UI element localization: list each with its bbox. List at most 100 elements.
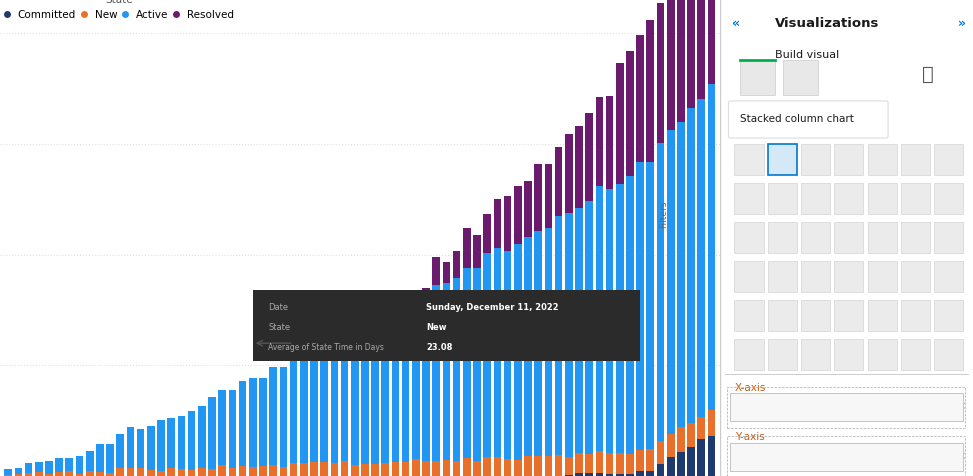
- Text: Stacked column chart: Stacked column chart: [739, 114, 853, 124]
- Text: X-axis: X-axis: [735, 383, 766, 393]
- Bar: [86, 471, 93, 476]
- Bar: [381, 311, 389, 316]
- Bar: [351, 329, 358, 465]
- FancyBboxPatch shape: [868, 222, 897, 253]
- FancyBboxPatch shape: [768, 261, 797, 292]
- FancyBboxPatch shape: [253, 290, 640, 361]
- Bar: [504, 459, 512, 476]
- Bar: [616, 63, 624, 184]
- FancyBboxPatch shape: [901, 300, 930, 331]
- Bar: [96, 472, 104, 476]
- Bar: [158, 420, 164, 471]
- Bar: [412, 291, 419, 300]
- Bar: [412, 300, 419, 459]
- Bar: [595, 451, 603, 473]
- Bar: [320, 347, 328, 462]
- Bar: [707, 84, 715, 410]
- Bar: [586, 473, 593, 476]
- Bar: [565, 134, 572, 213]
- FancyBboxPatch shape: [934, 183, 963, 214]
- Bar: [463, 228, 471, 268]
- FancyBboxPatch shape: [735, 183, 764, 214]
- Bar: [667, 434, 674, 457]
- Bar: [279, 466, 287, 476]
- Bar: [626, 50, 633, 176]
- Bar: [575, 126, 583, 208]
- Bar: [106, 473, 114, 476]
- Text: Average of State Time in Days: Average of State Time in Days: [269, 343, 384, 352]
- Bar: [555, 217, 562, 455]
- Bar: [616, 184, 624, 453]
- Bar: [392, 462, 399, 476]
- Bar: [698, 439, 705, 476]
- Bar: [259, 378, 267, 466]
- Bar: [361, 323, 369, 464]
- FancyBboxPatch shape: [735, 338, 764, 370]
- Bar: [361, 464, 369, 476]
- FancyBboxPatch shape: [934, 300, 963, 331]
- Bar: [372, 464, 378, 476]
- FancyBboxPatch shape: [868, 144, 897, 176]
- Bar: [238, 466, 246, 476]
- Bar: [198, 468, 205, 476]
- Bar: [137, 468, 144, 476]
- FancyBboxPatch shape: [739, 60, 775, 95]
- Bar: [126, 427, 134, 468]
- FancyBboxPatch shape: [868, 300, 897, 331]
- FancyBboxPatch shape: [934, 261, 963, 292]
- Bar: [606, 474, 613, 476]
- Bar: [45, 461, 53, 474]
- FancyBboxPatch shape: [934, 222, 963, 253]
- Bar: [575, 473, 583, 476]
- Bar: [249, 378, 257, 467]
- Bar: [504, 196, 512, 251]
- Bar: [341, 461, 348, 476]
- Bar: [422, 461, 430, 476]
- Bar: [463, 268, 471, 458]
- Bar: [687, 0, 695, 108]
- Bar: [35, 472, 43, 476]
- Bar: [534, 164, 542, 231]
- Bar: [565, 213, 572, 457]
- Bar: [484, 253, 491, 456]
- Bar: [300, 351, 307, 463]
- Bar: [422, 288, 430, 295]
- Bar: [606, 453, 613, 474]
- Bar: [331, 339, 339, 343]
- Bar: [422, 295, 430, 461]
- FancyBboxPatch shape: [868, 183, 897, 214]
- Bar: [616, 453, 624, 474]
- Bar: [229, 468, 236, 476]
- Bar: [372, 318, 378, 327]
- Bar: [4, 468, 12, 476]
- Bar: [484, 456, 491, 476]
- Bar: [178, 416, 185, 468]
- FancyBboxPatch shape: [834, 144, 863, 176]
- Bar: [270, 367, 277, 465]
- Bar: [555, 148, 562, 217]
- Text: ×: ×: [957, 451, 966, 461]
- FancyBboxPatch shape: [934, 338, 963, 370]
- Bar: [687, 423, 695, 446]
- Bar: [586, 201, 593, 454]
- Bar: [657, 3, 665, 143]
- Bar: [626, 454, 633, 474]
- FancyBboxPatch shape: [783, 60, 818, 95]
- FancyBboxPatch shape: [735, 222, 764, 253]
- Bar: [331, 343, 339, 463]
- Bar: [677, 452, 685, 476]
- Text: 23.08: 23.08: [426, 343, 452, 352]
- FancyBboxPatch shape: [868, 338, 897, 370]
- Text: Date: Date: [745, 401, 770, 411]
- Bar: [677, 0, 685, 122]
- Bar: [341, 335, 348, 461]
- Bar: [300, 463, 307, 476]
- Bar: [402, 301, 410, 307]
- Bar: [372, 327, 378, 464]
- Bar: [381, 316, 389, 463]
- FancyBboxPatch shape: [901, 222, 930, 253]
- Bar: [452, 251, 460, 278]
- Bar: [636, 471, 644, 476]
- Bar: [443, 460, 450, 476]
- Bar: [616, 474, 624, 476]
